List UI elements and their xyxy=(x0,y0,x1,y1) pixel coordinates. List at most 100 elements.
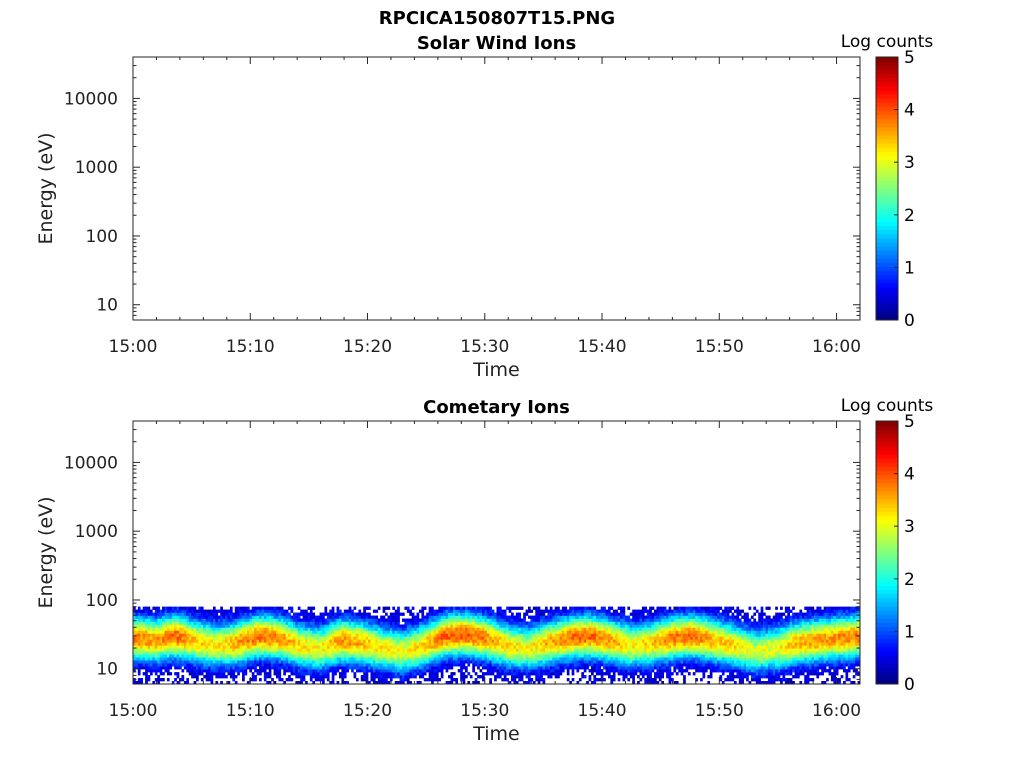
spectrogram-cell xyxy=(331,654,335,658)
spectrogram-cell xyxy=(513,645,517,649)
spectrogram-cell xyxy=(200,624,204,628)
spectrogram-cell xyxy=(314,669,318,673)
spectrogram-cell xyxy=(409,669,412,673)
spectrogram-cell xyxy=(205,648,209,652)
spectrogram-cell xyxy=(164,651,168,655)
spectrogram-cell xyxy=(353,642,357,646)
spectrogram-cell xyxy=(397,627,400,631)
spectrogram-cell xyxy=(581,660,585,664)
spectrogram-cell xyxy=(196,621,199,625)
spectrogram-cell xyxy=(477,636,480,640)
spectrogram-cell xyxy=(503,642,507,646)
spectrogram-cell xyxy=(465,654,468,658)
spectrogram-cell xyxy=(343,663,347,667)
spectrogram-cell xyxy=(629,618,633,622)
spectrogram-cell xyxy=(246,651,250,655)
spectrogram-cell xyxy=(365,630,369,634)
spectrogram-cell xyxy=(203,621,206,625)
spectrogram-cell xyxy=(540,609,543,613)
spectrogram-cell xyxy=(273,621,277,625)
spectrogram-cell xyxy=(607,669,611,673)
spectrogram-cell xyxy=(600,672,604,676)
spectrogram-cell xyxy=(249,651,253,655)
spectrogram-cell xyxy=(469,618,473,622)
spectrogram-cell xyxy=(317,642,320,646)
spectrogram-cell xyxy=(271,666,274,670)
spectrogram-cell xyxy=(365,669,369,673)
spectrogram-cell xyxy=(469,645,473,649)
spectrogram-cell xyxy=(411,645,415,649)
spectrogram-cell xyxy=(186,609,190,613)
spectrogram-cell xyxy=(329,666,333,670)
spectrogram-cell xyxy=(411,618,415,622)
spectrogram-cell xyxy=(605,618,609,622)
spectrogram-cell xyxy=(193,663,197,667)
spectrogram-cell xyxy=(212,642,216,646)
spectrogram-cell xyxy=(237,642,240,646)
spectrogram-cell xyxy=(149,636,153,640)
spectrogram-cell xyxy=(338,645,342,649)
spectrogram-cell xyxy=(433,636,437,640)
spectrogram-cell xyxy=(438,666,442,670)
spectrogram-cell xyxy=(164,660,168,664)
spectrogram-cell xyxy=(360,660,364,664)
spectrogram-cell xyxy=(431,651,434,655)
spectrogram-cell xyxy=(246,633,250,637)
spectrogram-cell xyxy=(244,642,248,646)
spectrogram-cell xyxy=(188,639,192,643)
spectrogram-cell xyxy=(246,612,250,616)
spectrogram-cell xyxy=(225,648,228,652)
spectrogram-cell xyxy=(266,618,269,622)
spectrogram-cell xyxy=(518,666,522,670)
spectrogram-cell xyxy=(162,648,165,652)
spectrogram-cell xyxy=(435,624,439,628)
spectrogram-cell xyxy=(435,657,439,661)
spectrogram-cell xyxy=(627,615,631,619)
spectrogram-cell xyxy=(152,615,156,619)
spectrogram-cell xyxy=(225,624,228,628)
spectrogram-cell xyxy=(348,627,352,631)
spectrogram-cell xyxy=(363,663,366,667)
spectrogram-cell xyxy=(564,642,568,646)
spectrogram-cell xyxy=(588,654,592,658)
spectrogram-cell xyxy=(227,630,231,634)
spectrogram-cell xyxy=(360,654,364,658)
spectrogram-cell xyxy=(389,660,393,664)
spectrogram-cell xyxy=(467,654,471,658)
spectrogram-cell xyxy=(309,639,313,643)
spectrogram-cell xyxy=(457,660,461,664)
spectrogram-cell xyxy=(331,615,335,619)
spectrogram-cell xyxy=(358,639,362,643)
spectrogram-cell xyxy=(557,630,560,634)
spectrogram-cell xyxy=(220,648,223,652)
spectrogram-cell xyxy=(607,645,611,649)
spectrogram-cell xyxy=(319,615,323,619)
spectrogram-cell xyxy=(137,654,141,658)
spectrogram-cell xyxy=(457,642,461,646)
spectrogram-cell xyxy=(331,630,335,634)
spectrogram-cell xyxy=(179,627,182,631)
spectrogram-cell xyxy=(166,648,170,652)
spectrogram-cell xyxy=(401,645,405,649)
spectrogram-cell xyxy=(341,666,345,670)
spectrogram-cell xyxy=(462,663,466,667)
spectrogram-cell xyxy=(280,633,284,637)
spectrogram-cell xyxy=(326,621,330,625)
spectrogram-cell xyxy=(629,645,633,649)
spectrogram-cell xyxy=(271,624,274,628)
spectrogram-cell xyxy=(322,639,325,643)
spectrogram-cell xyxy=(317,660,320,664)
spectrogram-cell xyxy=(525,681,529,685)
spectrogram-cell xyxy=(169,666,173,670)
spectrogram-cell xyxy=(314,621,318,625)
spectrogram-cell xyxy=(140,651,143,655)
spectrogram-cell xyxy=(445,615,449,619)
spectrogram-cell xyxy=(513,678,517,682)
spectrogram-cell xyxy=(414,630,417,634)
spectrogram-cell xyxy=(280,609,284,613)
spectrogram-cell xyxy=(324,621,328,625)
spectrogram-cell xyxy=(133,612,136,616)
spectrogram-cell xyxy=(159,663,163,667)
spectrogram-cell xyxy=(540,675,543,679)
spectrogram-cell xyxy=(237,645,240,649)
